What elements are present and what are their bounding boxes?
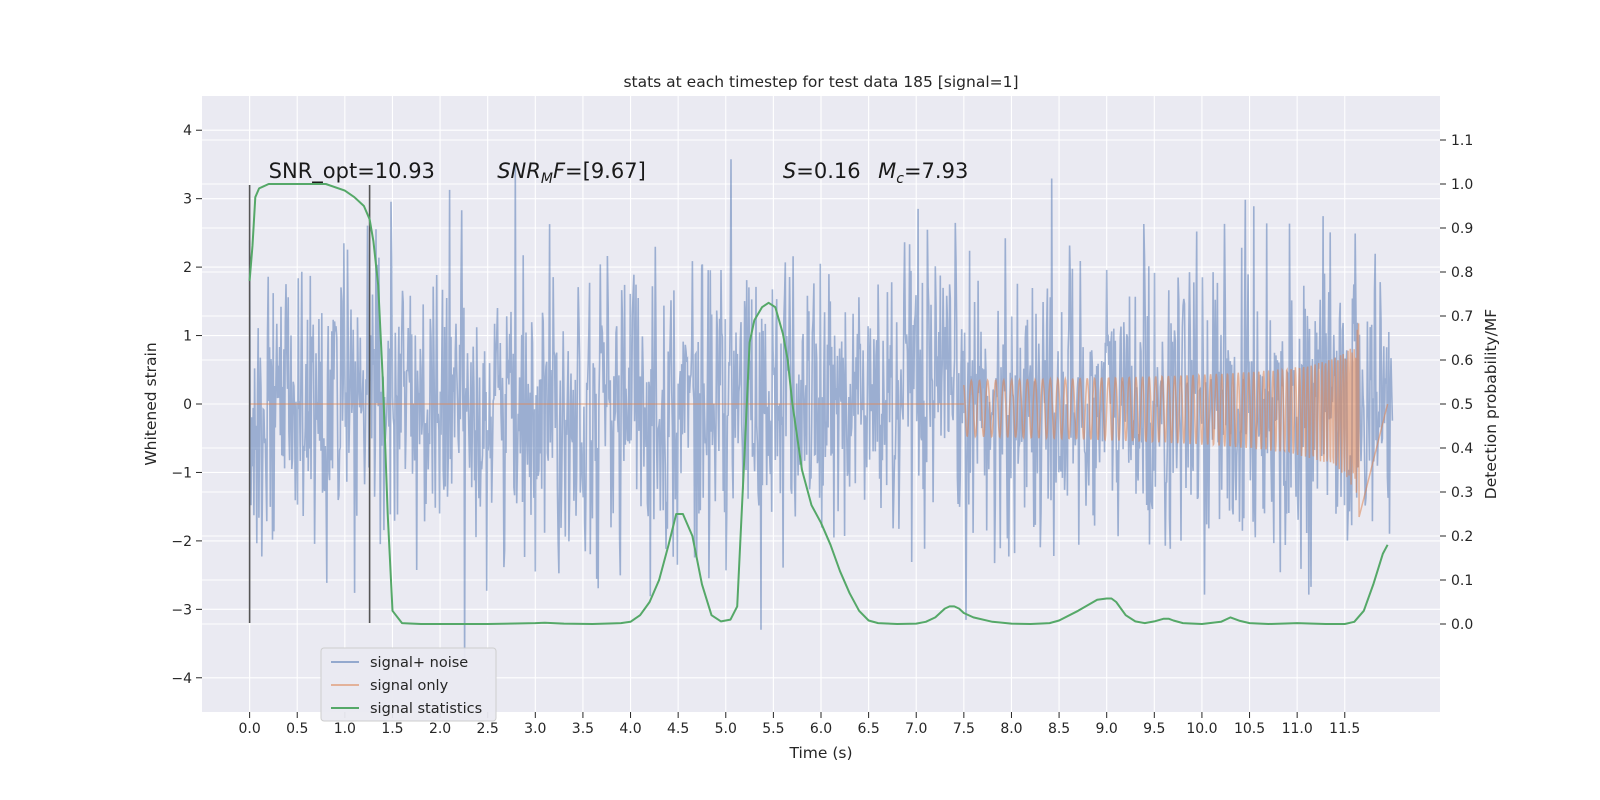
noise-series [248, 159, 1394, 668]
y-right-tick-label: 0.9 [1451, 221, 1473, 237]
annotation-mc: Mc=7.93 [878, 159, 968, 187]
x-tick-label: 1.5 [381, 721, 403, 737]
x-tick-label: 9.0 [1096, 721, 1118, 737]
x-tick-label: 2.5 [477, 721, 499, 737]
annotation-s: S=0.16 [783, 159, 861, 183]
x-tick-label: 1.0 [334, 721, 356, 737]
axes: 0.0 0.5 1.0 1.5 2.0 2.5 3.0 3.5 4.0 4.5 5.0 5.5 6.0 6… [171, 123, 1473, 737]
statistics-series [248, 183, 1389, 625]
x-tick-label: 4.5 [667, 721, 689, 737]
x-tick-label: 6.5 [857, 721, 879, 737]
signal-only-line [963, 323, 1389, 518]
x-tick-label: 3.0 [524, 721, 546, 737]
legend-label-noise: signal+ noise [370, 655, 468, 671]
annotation-s-val: =0.16 [796, 159, 860, 183]
annotation-snr-opt: SNR_opt=10.93 [269, 159, 435, 184]
annotation-snr-mf-sub: M [541, 171, 553, 187]
y-left-tick-label: 0 [183, 397, 192, 413]
x-tick-label: 0.5 [286, 721, 308, 737]
annotation-snr-mf: SNRMF=[9.67] [497, 159, 646, 187]
y-right-tick-label: 1.0 [1451, 177, 1473, 193]
annotation-snr-mf-base: SNR [497, 159, 541, 183]
x-tick-label: 2.0 [429, 721, 451, 737]
y-right-tick-label: 0.0 [1451, 617, 1473, 633]
x-tick-label: 8.5 [1048, 721, 1070, 737]
x-tick-label: 9.5 [1143, 721, 1165, 737]
y-right-tick-label: 0.3 [1451, 485, 1473, 501]
annotation-mc-base: M [878, 159, 896, 183]
x-tick-label: 7.5 [953, 721, 975, 737]
x-tick-label: 6.0 [810, 721, 832, 737]
x-tick-label: 5.5 [762, 721, 784, 737]
x-tick-label: 10.5 [1234, 721, 1265, 737]
y-left-tick-label: 3 [183, 192, 192, 208]
y-right-tick-label: 1.1 [1451, 133, 1473, 149]
annotation-snr-mf-tail: F=[9.67] [553, 159, 646, 183]
x-tick-label: 0.0 [238, 721, 260, 737]
x-tick-label: 11.0 [1282, 721, 1313, 737]
x-tick-label: 5.0 [715, 721, 737, 737]
signal-only-series [249, 323, 1389, 518]
y-left-tick-label: −4 [171, 671, 192, 687]
x-tick-label: 8.0 [1000, 721, 1022, 737]
annotation-snr-mf-rest: =[9.67] [565, 159, 646, 183]
x-axis-label: Time (s) [788, 744, 852, 762]
annotation-s-var: S [783, 159, 796, 183]
annotations: SNR_opt=10.93 SNRMF=[9.67] S=0.16 Mc=7.93 [269, 159, 969, 187]
y-left-tick-label: 1 [183, 329, 192, 345]
y-left-tick-label: 4 [183, 123, 192, 139]
y-right-tick-label: 0.1 [1451, 573, 1473, 589]
y-left-tick-label: −1 [171, 465, 192, 481]
y-axis-right-label: Detection probability/MF [1482, 309, 1500, 500]
y-right-tick-label: 0.8 [1451, 265, 1473, 281]
annotation-snr-mf-italic: F [553, 159, 566, 183]
x-tick-label: 3.5 [572, 721, 594, 737]
y-right-tick-label: 0.6 [1451, 353, 1473, 369]
statistics-line [248, 183, 1389, 625]
x-tick-label: 11.5 [1329, 721, 1360, 737]
y-left-tick-label: 2 [183, 260, 192, 276]
y-left-tick-label: −2 [171, 534, 192, 550]
y-left-tick-label: −3 [171, 602, 192, 618]
y-right-tick-label: 0.4 [1451, 441, 1473, 457]
x-tick-label: 10.0 [1186, 721, 1217, 737]
y-right-tick-label: 0.5 [1451, 397, 1473, 413]
legend: signal+ noise signal only signal statist… [320, 647, 497, 722]
legend-label-statistics: signal statistics [370, 701, 482, 717]
legend-label-signal: signal only [370, 678, 449, 694]
x-tick-label: 7.0 [905, 721, 927, 737]
legend-box [320, 647, 497, 722]
annotation-mc-tail: =7.93 [904, 159, 968, 183]
chart-title: stats at each timestep for test data 185… [623, 73, 1018, 91]
vertical-markers [248, 184, 371, 624]
y-right-tick-label: 0.7 [1451, 309, 1473, 325]
y-axis-left-label: Whitened strain [142, 342, 160, 465]
x-tick-label: 4.0 [619, 721, 641, 737]
y-right-tick-label: 0.2 [1451, 529, 1473, 545]
noise-line [248, 159, 1394, 668]
annotation-mc-sub: c [896, 171, 904, 187]
